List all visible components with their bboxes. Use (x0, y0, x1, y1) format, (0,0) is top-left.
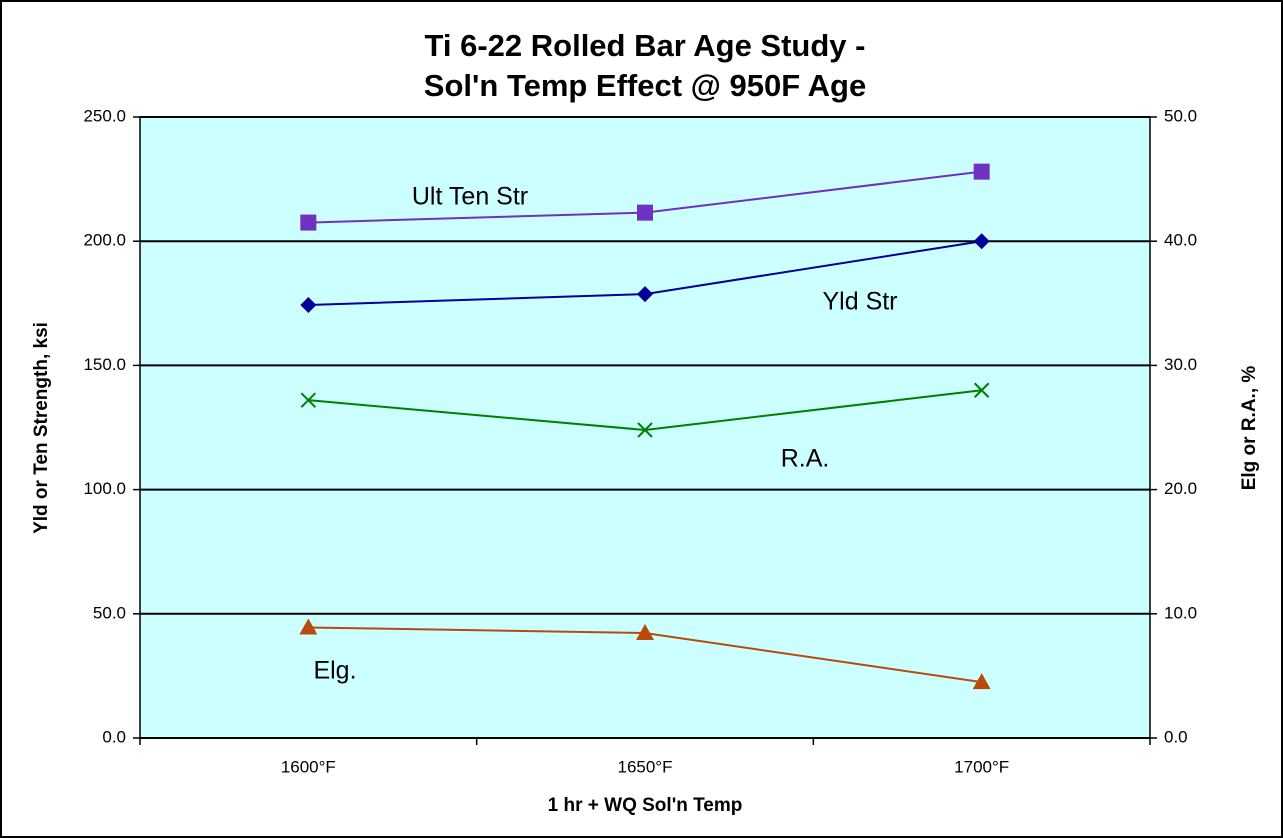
y2-axis-title: Elg or R.A., % (1239, 366, 1260, 491)
series-label: Elg. (313, 657, 356, 685)
marker (636, 624, 654, 641)
marker (973, 382, 990, 398)
marker (299, 618, 318, 635)
y2-tick-label: 30.0 (1164, 355, 1197, 374)
series-label: Yld Str (822, 288, 897, 316)
x-tick-label: 1700°F (954, 757, 1009, 776)
y-tick-label: 250.0 (83, 106, 126, 125)
y2-tick-label: 10.0 (1164, 603, 1197, 622)
y2-tick-label: 20.0 (1164, 479, 1197, 498)
marker (973, 233, 990, 250)
marker (973, 163, 990, 180)
chart-title: Sol'n Temp Effect @ 950F Age (424, 68, 866, 103)
series-label: R.A. (781, 445, 830, 473)
x-axis-title: 1 hr + WQ Sol'n Temp (548, 795, 743, 816)
y2-tick-label: 40.0 (1164, 231, 1197, 250)
marker (637, 286, 653, 303)
y-tick-label: 150.0 (83, 355, 126, 374)
series-label: Ult Ten Str (412, 183, 528, 211)
x-tick-label: 1650°F (617, 757, 672, 776)
marker (300, 214, 317, 231)
x-tick-label: 1600°F (281, 757, 336, 776)
y2-tick-label: 0.0 (1164, 727, 1188, 746)
y-tick-label: 200.0 (83, 231, 126, 250)
y-tick-label: 50.0 (93, 603, 126, 622)
y-tick-label: 0.0 (102, 727, 126, 746)
marker (300, 297, 317, 314)
chart-title: Ti 6-22 Rolled Bar Age Study - (425, 28, 866, 63)
y-tick-label: 100.0 (83, 479, 126, 498)
marker (972, 673, 991, 690)
marker (300, 392, 317, 408)
y-axis-title: Yld or Ten Strength, ksi (31, 322, 52, 534)
marker (637, 422, 653, 438)
y2-tick-label: 50.0 (1164, 106, 1197, 125)
marker (637, 204, 653, 221)
